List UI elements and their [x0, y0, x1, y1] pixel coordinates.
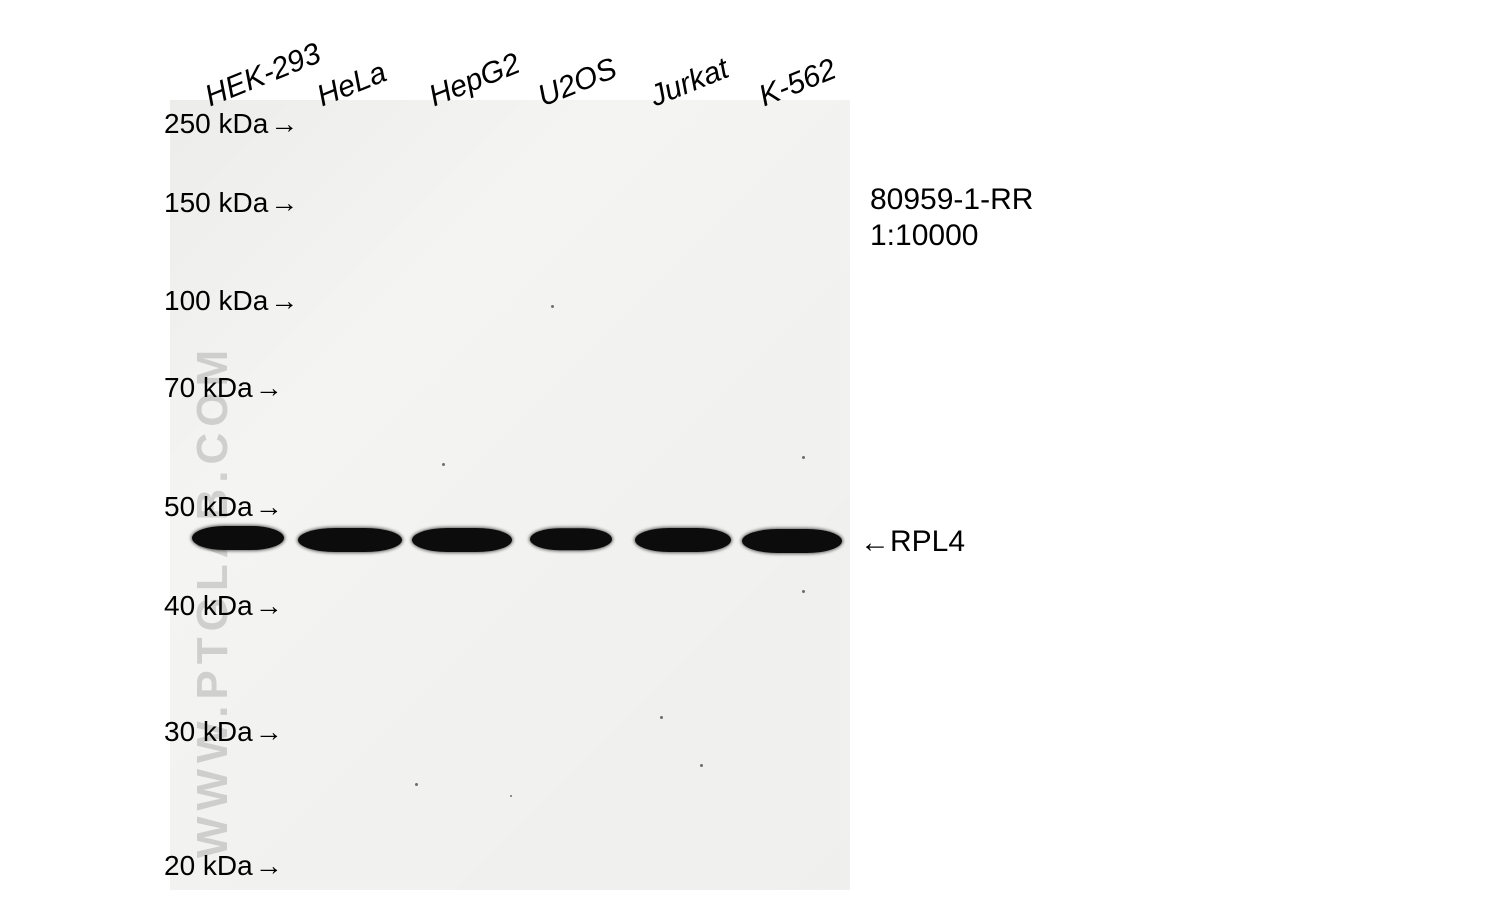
band-lane-1 [298, 528, 402, 552]
marker-arrow-icon: → [255, 850, 283, 881]
antibody-dilution: 1:10000 [870, 219, 978, 253]
band-pointer-label: RPL4 [890, 525, 965, 558]
band-lane-5 [742, 529, 842, 553]
marker-arrow-icon: → [270, 108, 298, 139]
marker-arrow-icon: → [255, 590, 283, 621]
marker-arrow-icon: → [270, 187, 298, 218]
marker-arrow-icon: → [255, 372, 283, 403]
band-lane-3 [530, 529, 612, 551]
band-pointer-arrow-icon: ← [860, 526, 890, 560]
marker-arrow-icon: → [255, 491, 283, 522]
antibody-catalog: 80959-1-RR [870, 183, 1033, 217]
band-lane-0 [192, 526, 284, 550]
band-lane-2 [412, 528, 512, 552]
speck-3 [660, 716, 663, 719]
marker-arrow-icon: → [255, 716, 283, 747]
marker-arrow-icon: → [270, 285, 298, 316]
band-pointer: ←RPL4 [860, 525, 965, 559]
band-lane-4 [635, 528, 731, 552]
western-blot-figure: WWW.PTGLAB.COM 250 kDa→150 kDa→100 kDa→7… [0, 0, 1500, 903]
